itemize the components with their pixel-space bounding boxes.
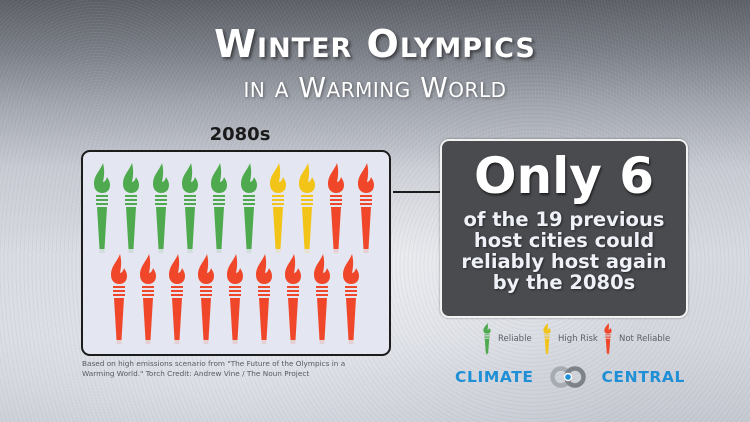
torch-icon: [195, 254, 217, 344]
stat-line: by the 2080s: [492, 271, 636, 294]
torch-icon: [296, 163, 318, 253]
torch-icon: [208, 163, 230, 253]
legend-label: High Risk: [558, 334, 598, 344]
torch-icon: [311, 254, 333, 344]
torch-icon: [282, 254, 304, 344]
torch-icon: [238, 163, 260, 253]
torch-panel: [81, 150, 391, 356]
torch-icon: [137, 254, 159, 344]
credit-line: Warming World." Torch Credit: Andrew Vin…: [82, 369, 310, 378]
torch-icon: [482, 323, 492, 355]
legend-item-reliable: Reliable: [482, 322, 532, 356]
brand-word-left: CLIMATE: [455, 368, 534, 386]
linked-rings-icon: [546, 366, 590, 388]
torch-icon: [108, 254, 130, 344]
brand-word-right: CENTRAL: [601, 368, 685, 386]
torch-icon: [150, 163, 172, 253]
legend-item-not-reliable: Not Reliable: [603, 322, 670, 356]
page-title: Winter Olympics: [214, 22, 536, 66]
torch-icon: [325, 163, 347, 253]
torch-icon: [267, 163, 289, 253]
torch-icon: [355, 163, 377, 253]
stat-headline: Only 6: [473, 147, 655, 205]
torch-icon: [542, 323, 552, 355]
torch-icon: [253, 254, 275, 344]
connector-line: [393, 191, 440, 193]
stat-description: of the 19 previous host cities could rel…: [442, 209, 686, 293]
stat-line: of the 19 previous: [463, 208, 665, 231]
decade-label: 2080s: [209, 124, 271, 145]
source-credit: Based on high emissions scenario from "T…: [82, 359, 382, 379]
legend-item-high-risk: High Risk: [542, 322, 598, 356]
credit-line: Based on high emissions scenario from "T…: [82, 359, 346, 368]
legend-label: Reliable: [498, 334, 532, 344]
torch-icon: [120, 163, 142, 253]
torch-icon: [179, 163, 201, 253]
stat-line: host cities could: [473, 229, 655, 252]
torch-icon: [340, 254, 362, 344]
page-subtitle: in a Warming World: [243, 71, 507, 104]
legend-label: Not Reliable: [619, 334, 671, 344]
torch-icon: [224, 254, 246, 344]
torch-icon: [91, 163, 113, 253]
stat-line: reliably host again: [461, 250, 667, 273]
climate-central-logo: CLIMATE CENTRAL: [455, 365, 685, 389]
torch-icon: [603, 323, 613, 355]
torch-icon: [166, 254, 188, 344]
stat-callout: Only 6 of the 19 previous host cities co…: [440, 139, 688, 318]
